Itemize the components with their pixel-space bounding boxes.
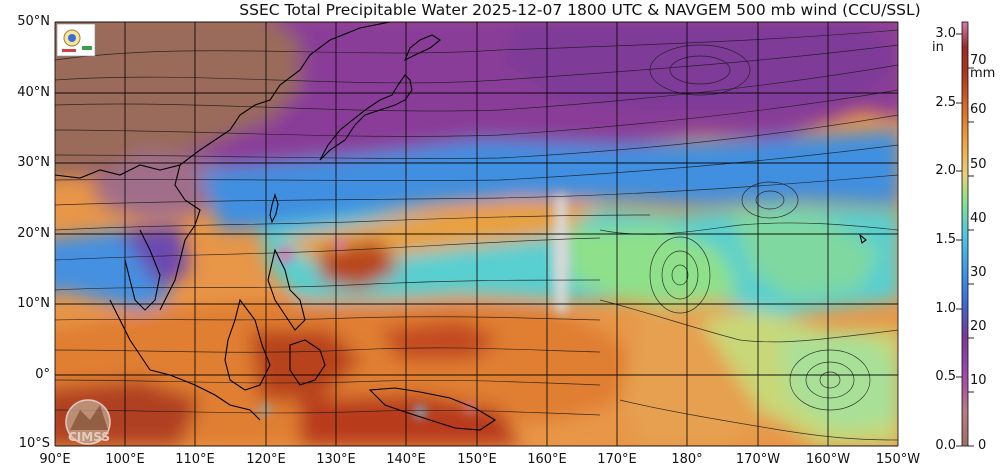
graticule <box>54 21 899 447</box>
ssec-logo <box>56 23 96 57</box>
cimss-logo-text: CIMSS <box>68 430 110 444</box>
lon-label-170w: 170°W <box>735 452 781 467</box>
lon-label-100e: 100°E <box>105 452 145 467</box>
colorbar <box>956 21 974 447</box>
colorbar-mm-tick: 60 <box>970 102 987 117</box>
wind-streamlines <box>55 29 898 441</box>
lat-label-30n: 30°N <box>17 155 50 170</box>
page-title: SSEC Total Precipitable Water 2025-12-07… <box>239 1 921 19</box>
colorbar-mm-tick: 30 <box>970 265 987 280</box>
lat-label-10s: 10°S <box>18 436 50 451</box>
lon-label-160e: 160°E <box>527 452 567 467</box>
colorbar-mm-unit: mm <box>970 66 996 81</box>
lon-label-120e: 120°E <box>246 452 286 467</box>
lon-label-160w: 160°W <box>805 452 851 467</box>
lon-label-170e: 170°E <box>597 452 637 467</box>
colorbar-inch-tick: 1.0 <box>935 301 956 316</box>
colorbar-mm-tick: 20 <box>970 319 987 334</box>
colorbar-mm-tick: 70 <box>970 53 987 68</box>
lat-label-20n: 20°N <box>17 226 50 241</box>
lat-label-equator: 0° <box>35 367 50 382</box>
lon-label-110e: 110°E <box>175 452 215 467</box>
lon-label-150e: 150°E <box>457 452 497 467</box>
cimss-logo: CIMSS <box>65 399 111 445</box>
colorbar-inch-tick: 3.0 <box>935 26 956 41</box>
colorbar-mm-tick: 40 <box>970 211 987 226</box>
colorbar-mm-tick: 50 <box>970 157 987 172</box>
colorbar-mm-tick: 0 <box>978 438 987 453</box>
colorbar-inch-tick: 0.5 <box>935 369 956 384</box>
colorbar-mm-tick: 10 <box>970 373 987 388</box>
coastlines <box>55 22 867 431</box>
colorbar-inch-tick: 1.5 <box>935 232 956 247</box>
colorbar-inch-unit: in <box>932 40 944 55</box>
colorbar-inch-tick: 2.0 <box>935 163 956 178</box>
lat-label-10n: 10°N <box>17 296 50 311</box>
lat-label-50n: 50°N <box>17 14 50 29</box>
lon-label-150w: 150°W <box>875 452 921 467</box>
lon-label-140e: 140°E <box>386 452 426 467</box>
lon-label-130e: 130°E <box>316 452 356 467</box>
lat-label-40n: 40°N <box>17 85 50 100</box>
colorbar-inch-tick: 0.0 <box>935 438 956 453</box>
lon-label-90e: 90°E <box>39 452 71 467</box>
colorbar-inch-tick: 2.5 <box>935 95 956 110</box>
lon-label-180: 180° <box>671 452 703 467</box>
